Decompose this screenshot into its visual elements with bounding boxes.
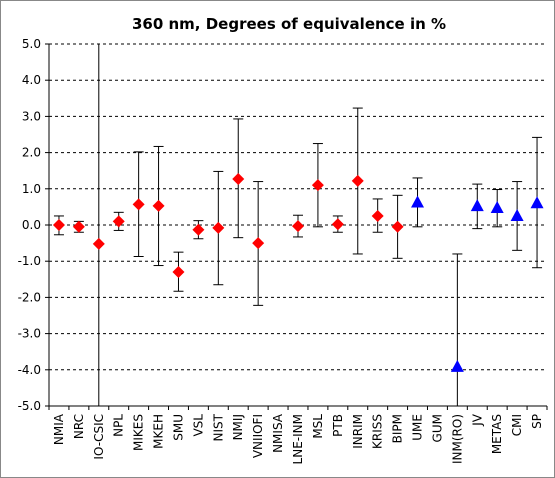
x-tick-label: GUM — [430, 414, 444, 442]
diamond-marker — [92, 237, 105, 250]
x-tick-label: NRC — [72, 414, 86, 439]
x-tick-label: NMISA — [271, 413, 285, 453]
y-tick-label: -2.0 — [18, 290, 41, 304]
diamond-marker — [391, 220, 404, 233]
triangle-marker — [470, 199, 484, 212]
x-tick-label: VSL — [191, 414, 205, 437]
diamond-marker — [132, 198, 145, 211]
diamond-marker — [72, 220, 85, 233]
diamond-marker — [292, 220, 304, 233]
diamond-marker — [52, 219, 65, 231]
x-tick-label: METAS — [490, 414, 504, 454]
y-tick-labels: -5.0 -4.0 -3.0 -2.0 -1.0 0.0 1.0 2.0 3.0 4.0 5.0 — [18, 37, 41, 413]
x-tick-label: IO-CSIC — [92, 414, 106, 460]
y-tick-label: 4.0 — [22, 73, 41, 87]
diamond-marker — [252, 237, 265, 250]
x-tick-label: INM(RO) — [450, 414, 464, 464]
y-tick-label: 5.0 — [22, 37, 41, 51]
y-tick-label: -1.0 — [18, 254, 41, 268]
y-tick-label: 3.0 — [22, 109, 41, 123]
y-tick-label: -3.0 — [18, 327, 41, 341]
y-tick-label: -5.0 — [18, 399, 41, 413]
y-tick-label: 0.0 — [22, 218, 41, 232]
data-markers — [52, 173, 544, 372]
triangle-marker — [530, 196, 544, 209]
x-tick-label: JV — [470, 413, 484, 427]
triangle-marker — [510, 208, 524, 221]
axes — [45, 43, 548, 410]
x-tick-label: SP — [530, 414, 544, 429]
triangle-marker — [490, 200, 504, 213]
x-tick-label: NMIA — [52, 413, 66, 445]
diamond-marker — [112, 215, 125, 228]
triangle-marker — [450, 359, 464, 372]
x-tick-label: NMIJ — [231, 414, 245, 440]
x-tick-label: SMU — [171, 414, 185, 441]
x-tick-label: BIPM — [391, 414, 405, 443]
x-tick-label: UME — [411, 414, 425, 441]
x-tick-label: LNE-INM — [291, 414, 305, 464]
diamond-marker — [351, 174, 364, 187]
chart-title: 360 nm, Degrees of equivalence in % — [132, 15, 446, 33]
x-tick-labels: NMIA NRC IO-CSIC NPL MIKES MKEH SMU VSL NIST NMIJ… — [52, 413, 544, 464]
x-tick-label: CMI — [510, 414, 524, 436]
y-tick-label: -4.0 — [18, 363, 41, 377]
x-tick-label: MIKES — [132, 414, 146, 451]
diamond-marker — [311, 179, 324, 192]
diamond-marker — [152, 199, 165, 212]
x-tick-label: MSL — [311, 414, 325, 439]
x-tick-label: MKEH — [152, 414, 166, 449]
diamond-marker — [371, 209, 384, 222]
x-tick-label: NIST — [211, 413, 225, 441]
y-tick-label: 2.0 — [22, 146, 41, 160]
diamond-marker — [172, 266, 185, 279]
x-tick-label: KRISS — [371, 414, 385, 449]
x-tick-label: PTB — [331, 414, 345, 437]
diamond-marker — [232, 173, 245, 186]
x-tick-label: VNIIOFI — [251, 414, 265, 458]
diamond-marker — [331, 218, 344, 231]
y-tick-label: 1.0 — [22, 182, 41, 196]
diamond-marker — [212, 221, 225, 234]
gridlines — [49, 43, 547, 407]
x-tick-label: INRIM — [351, 414, 365, 449]
triangle-marker — [411, 195, 425, 208]
diamond-marker — [192, 223, 205, 236]
x-tick-label: NPL — [112, 414, 126, 437]
